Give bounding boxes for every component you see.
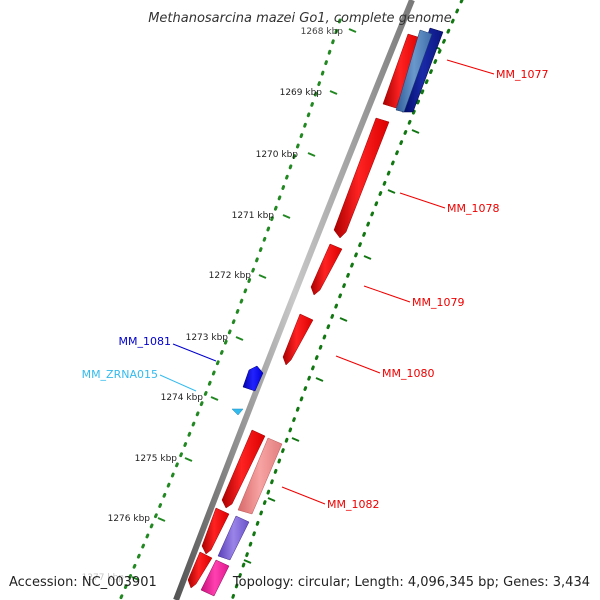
gene-mm-1079[interactable]	[310, 243, 343, 296]
tick-label: 1274 kbp	[161, 393, 204, 403]
label-connector	[446, 59, 495, 75]
outer-tick-ring	[118, 18, 342, 600]
inner-tick-mark	[315, 377, 324, 382]
rna-mm-zrna015[interactable]	[231, 408, 244, 416]
inner-tick-mark	[267, 497, 276, 502]
gene-labels: MM_1077 MM_1078 MM_1079 MM_1080 MM_1081 MM_ZR…	[82, 59, 548, 511]
tick-mark	[307, 152, 316, 157]
gene-mm-1080[interactable]	[282, 313, 314, 366]
accession-text: Accession: NC_003901	[9, 575, 157, 590]
gene-forward-small-b[interactable]	[187, 551, 213, 589]
tick-mark	[258, 274, 267, 279]
inner-tick-mark	[291, 437, 300, 442]
gene-mm-1077-steel[interactable]	[395, 29, 433, 113]
gene-label[interactable]: MM_1077	[496, 68, 548, 81]
tick-label: 1276 kbp	[108, 514, 151, 524]
tick-mark	[235, 336, 244, 341]
tick-label: 1269 kbp	[280, 88, 323, 98]
tick-mark	[348, 28, 357, 33]
kbp-ticks: 1268 kbp 1269 kbp 1270 kbp 1271 kbp 1272 kbp…	[82, 27, 441, 583]
label-connector	[159, 374, 197, 392]
tick-mark	[157, 517, 166, 522]
gene-pink[interactable]	[200, 559, 230, 597]
gene-label[interactable]: MM_1081	[119, 335, 171, 348]
gene-mm-1082-forward[interactable]	[221, 429, 266, 509]
tick-label: 1268 kbp	[301, 27, 344, 37]
label-connector	[335, 355, 381, 374]
gene-label[interactable]: MM_1080	[382, 367, 434, 380]
gene-mm-1081[interactable]	[242, 365, 264, 392]
tick-mark	[131, 576, 140, 581]
tick-label: 1277 kbp	[82, 573, 125, 583]
gene-label[interactable]: MM_ZRNA015	[82, 368, 158, 381]
tick-label: 1275 kbp	[135, 454, 178, 464]
inner-tick-mark	[243, 559, 252, 564]
tick-label: 1272 kbp	[209, 271, 252, 281]
gene-violet[interactable]	[217, 515, 250, 561]
label-connector	[281, 486, 326, 505]
tick-label: 1273 kbp	[186, 333, 229, 343]
label-connector	[399, 192, 446, 209]
inner-strand-genes	[200, 27, 444, 597]
label-connector	[363, 285, 411, 303]
genome-backbone	[173, 0, 415, 600]
topology-summary: Topology: circular; Length: 4,096,345 bp…	[232, 575, 590, 590]
tick-mark	[282, 214, 291, 219]
tick-mark	[329, 90, 338, 95]
left-strand-features	[231, 365, 264, 416]
label-connector	[172, 343, 217, 362]
inner-tick-mark	[411, 129, 420, 134]
gene-label[interactable]: MM_1079	[412, 296, 464, 309]
inner-tick-mark	[387, 189, 396, 194]
tick-mark	[210, 396, 219, 401]
gene-mm-1077[interactable]	[382, 33, 422, 109]
gene-forward-small-a[interactable]	[201, 507, 230, 555]
gene-label[interactable]: MM_1078	[447, 202, 499, 215]
tick-label: 1270 kbp	[256, 150, 299, 160]
tick-mark	[184, 457, 193, 462]
gene-mm-1082-light[interactable]	[237, 437, 283, 515]
inner-tick-mark	[339, 317, 348, 322]
gene-mm-1078[interactable]	[333, 117, 390, 239]
tick-label: 1271 kbp	[232, 211, 275, 221]
forward-strand-genes	[187, 33, 422, 589]
gene-label[interactable]: MM_1082	[327, 498, 379, 511]
inner-tick-mark	[363, 255, 372, 260]
genome-title: Methanosarcina mazei Go1, complete genom…	[148, 11, 452, 26]
